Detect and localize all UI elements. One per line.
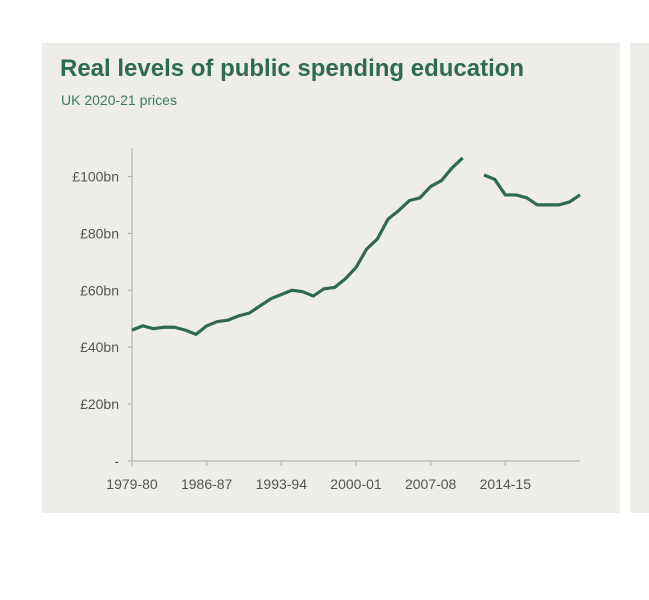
adjacent-card-edge: [630, 43, 649, 513]
chart-card: Real levels of public spending education…: [42, 43, 620, 513]
chart-subtitle: UK 2020-21 prices: [61, 92, 177, 108]
x-tick-label: 2000-01: [330, 476, 382, 492]
chart-title: Real levels of public spending education: [60, 55, 525, 82]
x-tick-label: 1993-94: [256, 476, 308, 492]
y-tick-label: £40bn: [80, 339, 119, 355]
x-tick-label: 2014-15: [480, 476, 532, 492]
series-line-0: [131, 156, 581, 336]
y-tick-label: £80bn: [80, 225, 119, 241]
y-tick-label: £100bn: [72, 168, 119, 184]
x-tick-label: 1986-87: [181, 476, 233, 492]
line-chart: - £20bn £40bn £60bn £80bn £100bn 1979-80 1986-8…: [72, 148, 581, 492]
x-tick-label: 1979-80: [106, 476, 158, 492]
y-tick-label: -: [114, 453, 119, 469]
y-tick-label: £60bn: [80, 282, 119, 298]
x-tick-label: 2007-08: [405, 476, 457, 492]
y-tick-label: £20bn: [80, 396, 119, 412]
